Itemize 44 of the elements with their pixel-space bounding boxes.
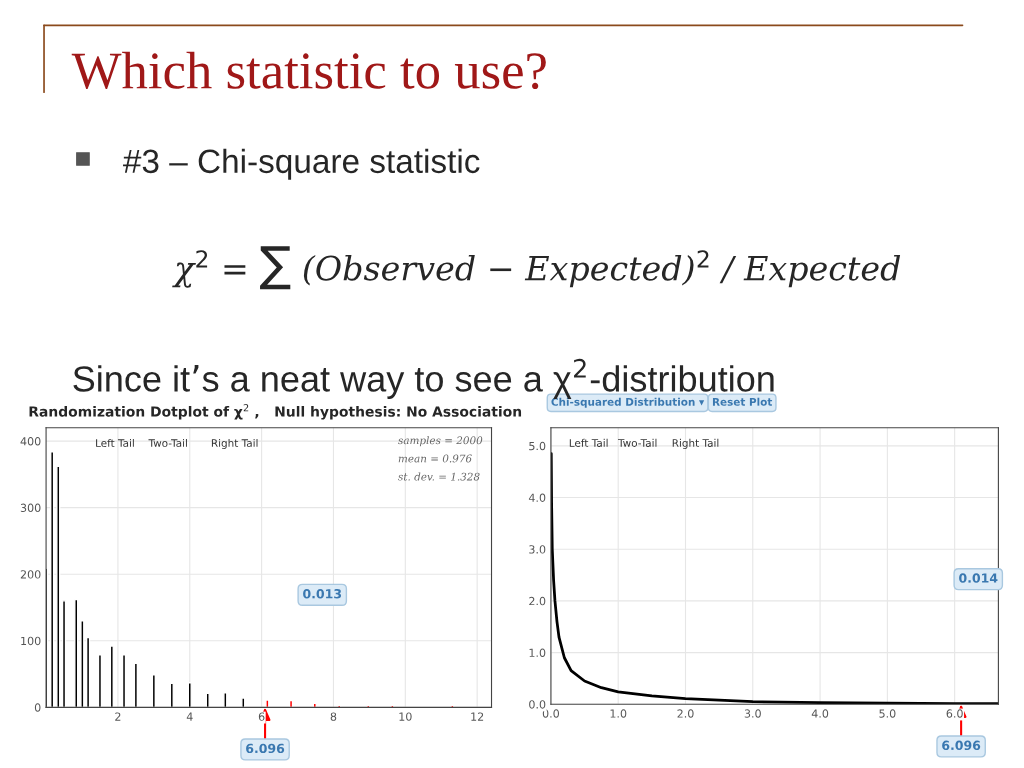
y-tick-label: 400	[20, 437, 41, 446]
text: Chi-squared Distribution ▾	[551, 397, 705, 408]
text: Since it’s a neat way to see a χ$^{2}$-distribution	[73, 358, 774, 399]
x-tick-label: 1.0	[610, 709, 627, 718]
y-tick-label: 5.0	[529, 441, 546, 451]
x-tick-label: 5.0	[879, 709, 896, 718]
annotation: 0.013	[303, 589, 342, 599]
text: χ$^{2}$ = ∑ (Observed − Expected)$^{2}$ / Expected	[172, 246, 901, 290]
y-tick-label: 1.0	[529, 648, 546, 657]
y-tick-label: 0.0	[529, 700, 546, 709]
text: #3 – Chi-square statistic	[123, 148, 480, 180]
y-tick-label: 4.0	[528, 493, 546, 502]
chart-title: Randomization Dotplot of χ$^{2}$ , Null hypothesis: No Association	[29, 404, 522, 420]
annotation: Two-Tail	[618, 438, 657, 447]
annotation: 6.096	[942, 740, 981, 751]
annotation: Left Tail	[96, 438, 134, 448]
annotation: st. dev. = 1.328	[398, 472, 480, 481]
x-tick-label: 8	[330, 712, 337, 721]
x-tick-label: 2	[115, 712, 121, 721]
y-tick-label: 0	[34, 703, 41, 712]
x-tick-label: 4	[186, 712, 193, 721]
x-tick-label: 2.0	[677, 709, 694, 718]
annotation: Two-Tail	[148, 438, 187, 448]
x-tick-label: 6	[258, 712, 265, 721]
x-tick-label: 4.0	[811, 709, 829, 718]
y-tick-label: 300	[20, 503, 41, 513]
annotation: Left Tail	[569, 438, 608, 447]
x-tick-label: 12	[471, 712, 484, 721]
y-tick-label: 100	[21, 636, 41, 646]
text: Reset Plot	[712, 397, 773, 406]
annotation: samples = 2000	[398, 436, 483, 447]
x-tick-label: 3.0	[744, 709, 761, 718]
annotation: mean = 0.976	[398, 454, 472, 463]
x-tick-label: 0.0	[542, 709, 560, 718]
annotation: Right Tail	[211, 438, 258, 450]
y-tick-label: 2.0	[529, 596, 546, 606]
y-tick-label: 3.0	[529, 545, 546, 554]
annotation: 0.014	[959, 573, 998, 583]
annotation: Right Tail	[672, 438, 719, 449]
y-tick-label: 200	[20, 570, 41, 579]
x-tick-label: 6.0	[946, 709, 963, 718]
text: Which statistic to use?	[71, 51, 546, 90]
x-tick-label: 10	[399, 712, 412, 721]
annotation: 6.096	[246, 743, 285, 754]
